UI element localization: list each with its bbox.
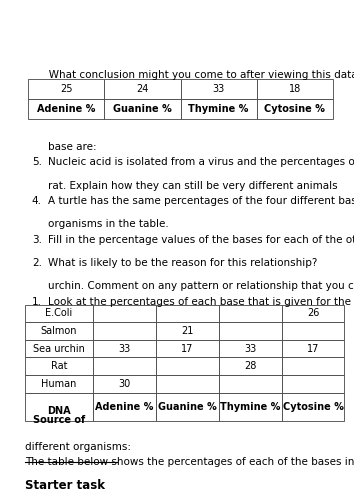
Bar — [93, 392, 156, 422]
Bar — [219, 358, 281, 375]
Text: What conclusion might you come to after viewing this data?: What conclusion might you come to after … — [39, 70, 354, 80]
Text: 2.: 2. — [32, 258, 42, 268]
Text: Thymine %: Thymine % — [188, 104, 249, 114]
Text: Rat: Rat — [51, 362, 67, 372]
Bar — [257, 99, 333, 118]
Text: What is likely to be the reason for this relationship?: What is likely to be the reason for this… — [48, 258, 317, 268]
Bar — [219, 375, 281, 392]
Bar — [156, 340, 219, 357]
Text: Nucleic acid is isolated from a virus and the percentages of each: Nucleic acid is isolated from a virus an… — [48, 158, 354, 168]
Text: 3.: 3. — [32, 235, 42, 245]
Text: different organisms:: different organisms: — [25, 442, 131, 452]
Text: 33: 33 — [244, 344, 256, 353]
Bar — [93, 375, 156, 392]
Bar — [156, 392, 219, 422]
Bar — [93, 358, 156, 375]
Text: Look at the percentages of each base that is given for the sea: Look at the percentages of each base tha… — [48, 297, 354, 307]
Bar — [156, 358, 219, 375]
Text: 1.: 1. — [32, 297, 42, 307]
Text: 18: 18 — [289, 84, 301, 94]
Bar — [25, 358, 93, 375]
Text: 33: 33 — [212, 84, 225, 94]
Text: Guanine %: Guanine % — [113, 104, 172, 114]
Bar — [28, 99, 104, 118]
Text: 21: 21 — [181, 326, 194, 336]
Text: Salmon: Salmon — [41, 326, 77, 336]
Bar — [25, 340, 93, 357]
Bar — [219, 340, 281, 357]
Text: rat. Explain how they can still be very different animals: rat. Explain how they can still be very … — [48, 180, 337, 190]
Text: DNA: DNA — [47, 406, 71, 415]
Text: A turtle has the same percentages of the four different bases as a: A turtle has the same percentages of the… — [48, 196, 354, 206]
Text: Cytosine %: Cytosine % — [264, 104, 325, 114]
Bar — [156, 375, 219, 392]
Text: 33: 33 — [119, 344, 131, 353]
Text: 17: 17 — [181, 344, 194, 353]
Bar — [156, 304, 219, 322]
Bar — [281, 375, 344, 392]
Bar — [281, 304, 344, 322]
Bar — [219, 392, 281, 422]
Bar — [281, 358, 344, 375]
Bar — [25, 375, 93, 392]
Bar — [156, 322, 219, 340]
Text: base are:: base are: — [48, 142, 96, 152]
Text: organisms in the table.: organisms in the table. — [48, 220, 169, 230]
Text: 17: 17 — [307, 344, 319, 353]
Bar — [104, 99, 181, 118]
Text: Fill in the percentage values of the bases for each of the other: Fill in the percentage values of the bas… — [48, 235, 354, 245]
Text: Cytosine %: Cytosine % — [282, 402, 343, 412]
Bar — [25, 322, 93, 340]
Bar — [93, 340, 156, 357]
Text: Starter task: Starter task — [25, 479, 105, 492]
Text: 25: 25 — [60, 84, 73, 94]
Text: Adenine %: Adenine % — [37, 104, 96, 114]
Bar — [93, 322, 156, 340]
Bar — [93, 304, 156, 322]
Text: 4.: 4. — [32, 196, 42, 206]
Bar — [219, 322, 281, 340]
Bar — [104, 80, 181, 99]
Text: E.Coli: E.Coli — [45, 308, 73, 318]
Text: Source of: Source of — [33, 415, 85, 425]
Text: 30: 30 — [119, 379, 131, 389]
Bar — [181, 99, 257, 118]
Text: 28: 28 — [244, 362, 256, 372]
Text: Thymine %: Thymine % — [220, 402, 280, 412]
Bar — [25, 392, 93, 422]
Text: Adenine %: Adenine % — [96, 402, 154, 412]
Text: 26: 26 — [307, 308, 319, 318]
Bar — [181, 80, 257, 99]
Bar — [281, 340, 344, 357]
Text: The table below shows the percentages of each of the bases in DNA in: The table below shows the percentages of… — [25, 457, 354, 467]
Text: 24: 24 — [136, 84, 149, 94]
Bar — [219, 304, 281, 322]
Bar — [25, 304, 93, 322]
Bar — [28, 80, 104, 99]
Bar — [281, 322, 344, 340]
Text: Guanine %: Guanine % — [158, 402, 217, 412]
Bar — [257, 80, 333, 99]
Text: urchin. Comment on any pattern or relationship that you can see: urchin. Comment on any pattern or relati… — [48, 282, 354, 292]
Text: Human: Human — [41, 379, 77, 389]
Bar — [281, 392, 344, 422]
Text: Sea urchin: Sea urchin — [33, 344, 85, 353]
Text: 5.: 5. — [32, 158, 42, 168]
